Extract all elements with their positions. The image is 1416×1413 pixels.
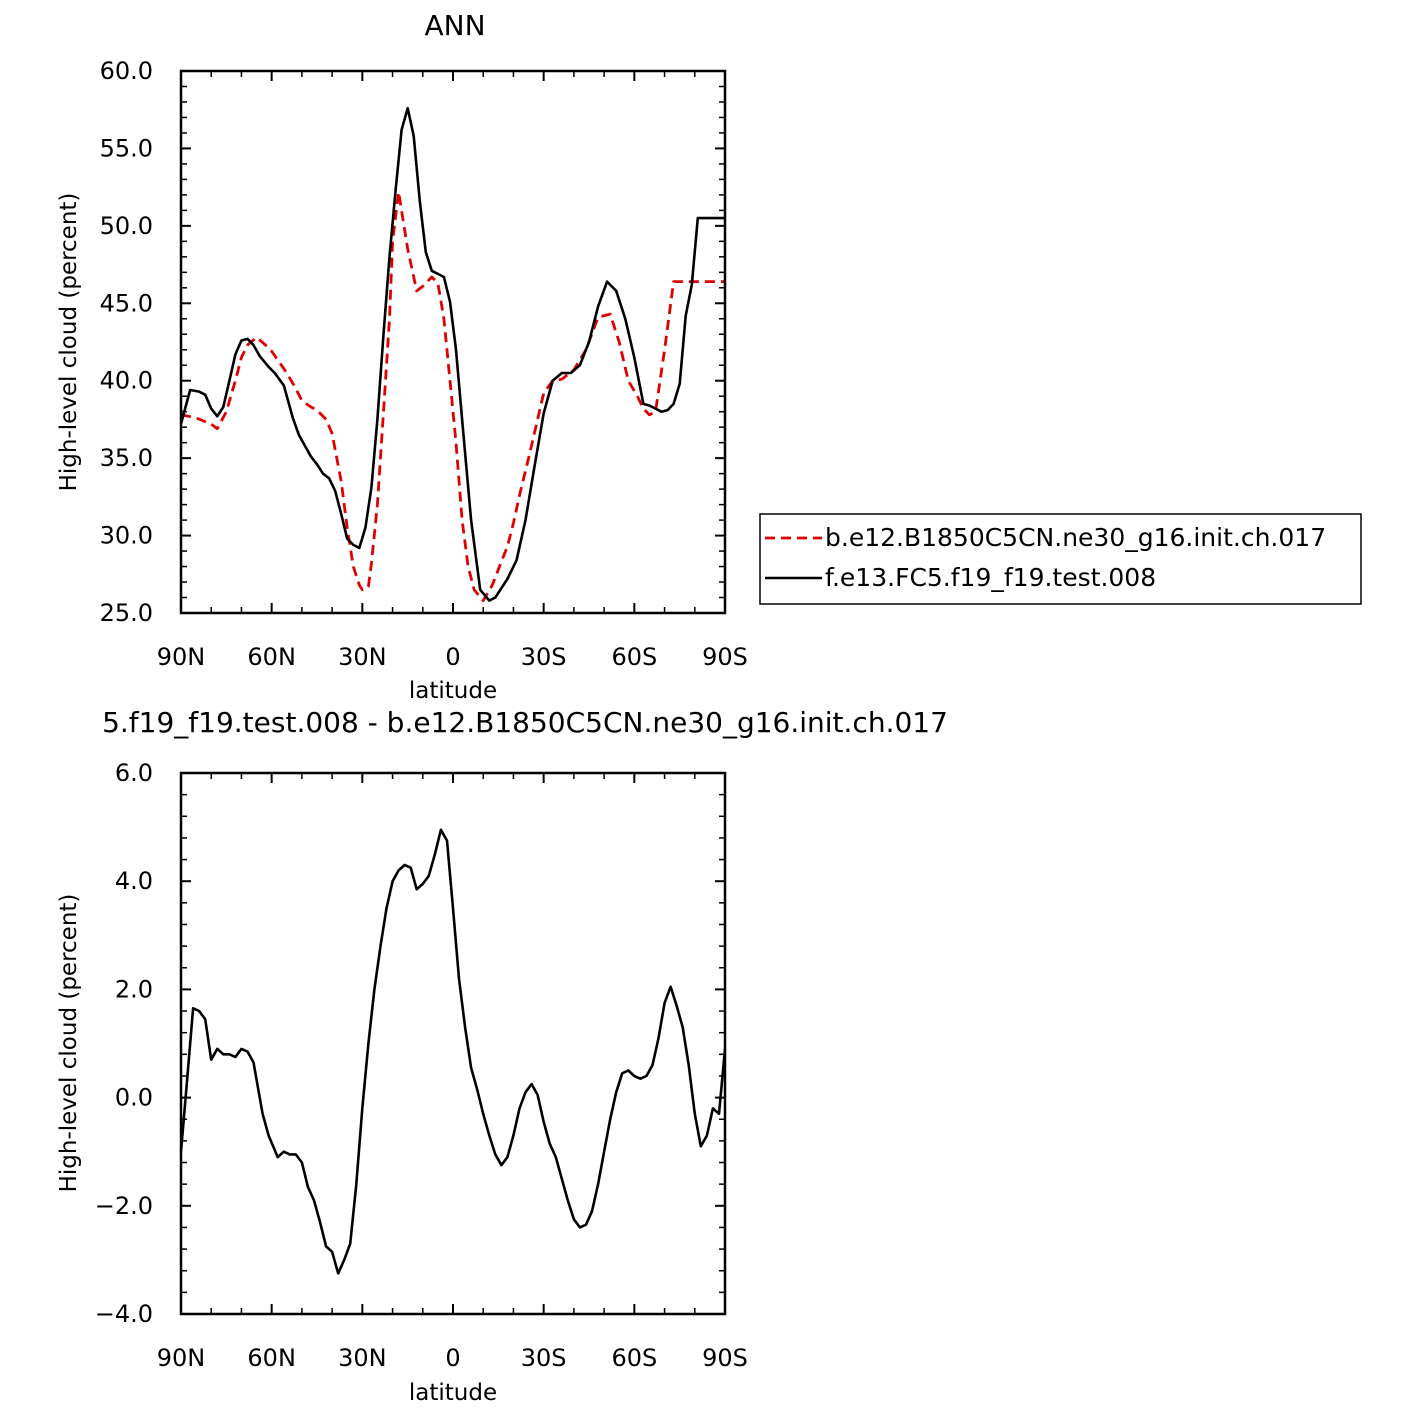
y-tick-label: 6.0 [115, 759, 153, 787]
y-tick-label: 25.0 [100, 599, 153, 627]
x-tick-label: 90N [157, 643, 206, 671]
x-tick-label: 0 [445, 1344, 460, 1372]
legend-label-test: f.e13.FC5.f19_f19.test.008 [825, 563, 1156, 592]
legend: b.e12.B1850C5CN.ne30_g16.init.ch.017 f.e… [759, 513, 1362, 605]
x-tick-label: 30S [521, 1344, 567, 1372]
y-tick-label: 0.0 [115, 1084, 153, 1112]
y-tick-label: 2.0 [115, 975, 153, 1003]
series-line-dashed-red-0-0 [180, 190, 725, 602]
x-tick-label: 30N [338, 1344, 387, 1372]
bottom-y-axis-label: High-level cloud (percent) [56, 894, 82, 1193]
x-tick-label: 90S [702, 1344, 748, 1372]
legend-label-control: b.e12.B1850C5CN.ne30_g16.init.ch.017 [825, 523, 1326, 552]
y-tick-label: 45.0 [100, 289, 153, 317]
y-tick-label: −4.0 [95, 1300, 153, 1328]
top-series-group [179, 106, 725, 602]
bottom-plot-frame [179, 771, 727, 1316]
y-tick-label: 30.0 [100, 522, 153, 550]
x-tick-label: 90N [157, 1344, 206, 1372]
series-line-solid-black-0-1 [179, 106, 725, 602]
x-tick-label: 0 [445, 643, 460, 671]
top-x-axis-label: latitude [409, 678, 497, 704]
y-tick-label: 60.0 [100, 57, 153, 85]
x-tick-label: 60S [611, 1344, 657, 1372]
x-tick-label: 60N [247, 1344, 296, 1372]
series-line-solid-black-1-0 [179, 828, 727, 1275]
bottom-chart-title: 5.f19_f19.test.008 - b.e12.B1850C5CN.ne3… [102, 706, 948, 739]
legend-box [759, 513, 1362, 605]
x-tick-label: 60S [611, 643, 657, 671]
top-axis-ticks: 90N 60N 30N 0 30S 60S 90S 25.0 30.0 35.0 40.0 45.0 5… [100, 57, 748, 671]
x-tick-label: 90S [702, 643, 748, 671]
top-panel: ANN 90N 60N 30N 0 30S 60S 90S 25.0 30.0 35.0 40.0 4… [56, 9, 748, 704]
y-tick-label: 40.0 [100, 367, 153, 395]
y-tick-label: −2.0 [95, 1192, 153, 1220]
bottom-series-group [179, 828, 727, 1275]
top-chart-title: ANN [424, 9, 485, 42]
bottom-panel: 5.f19_f19.test.008 - b.e12.B1850C5CN.ne3… [56, 706, 948, 1406]
x-tick-label: 30N [338, 643, 387, 671]
x-tick-label: 60N [247, 643, 296, 671]
y-tick-label: 35.0 [100, 444, 153, 472]
top-plot-frame [179, 69, 727, 615]
bottom-axis-ticks: 90N 60N 30N 0 30S 60S 90S −4.0 −2.0 0.0 2.0 4.0 6.0 [95, 759, 748, 1372]
y-tick-label: 4.0 [115, 867, 153, 895]
y-tick-label: 55.0 [100, 134, 153, 162]
bottom-x-axis-label: latitude [409, 1380, 497, 1406]
y-tick-label: 50.0 [100, 212, 153, 240]
top-y-axis-label: High-level cloud (percent) [56, 193, 82, 492]
x-tick-label: 30S [521, 643, 567, 671]
